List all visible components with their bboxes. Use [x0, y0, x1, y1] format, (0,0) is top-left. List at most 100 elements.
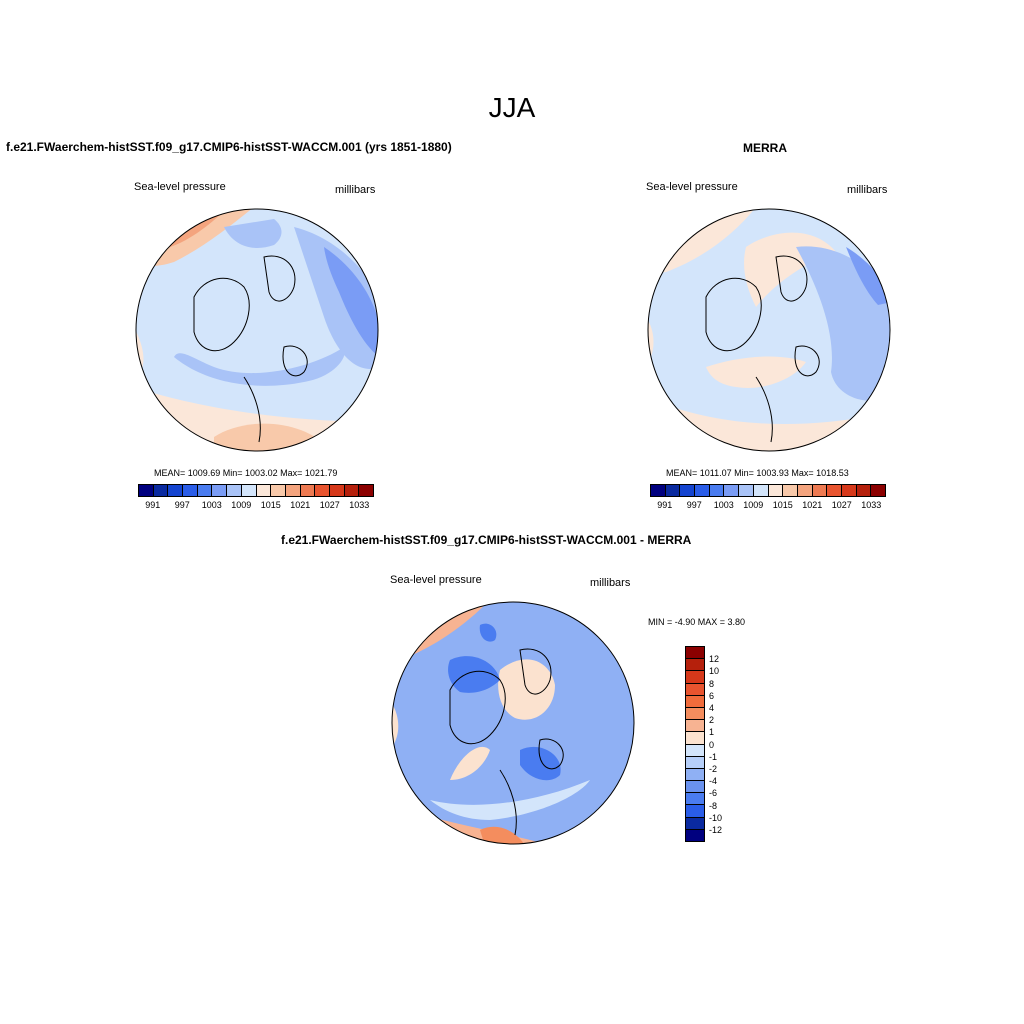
- colorbar-tick-label: 1009: [231, 500, 252, 510]
- colorbar-box: [709, 485, 725, 496]
- panel-2-coastlines: [705, 255, 820, 443]
- colorbar-tick-label: 12: [709, 654, 720, 665]
- panel-2-low-east-core: [846, 247, 890, 305]
- colorbar-box: [285, 485, 301, 496]
- panel-1-map: [135, 208, 379, 452]
- main-title: JJA: [488, 92, 536, 123]
- colorbar-tick-label: 1033: [861, 500, 882, 510]
- panel-1-stats: MEAN= 1009.69 Min= 1003.02 Max= 1021.79: [154, 468, 338, 478]
- colorbar-tick-label: 997: [174, 500, 190, 510]
- colorbar-box: [271, 485, 286, 496]
- colorbar-tick-label: 997: [686, 500, 702, 510]
- colorbar-tick-label: -1: [709, 751, 718, 762]
- panel-3-coastlines: [449, 648, 564, 836]
- colorbar-box: [183, 485, 198, 496]
- colorbar-box: [168, 485, 184, 496]
- colorbar-box: [724, 485, 740, 496]
- panel-1-colorbar-boxes: [138, 484, 374, 497]
- colorbar-tick-label: 10: [709, 666, 720, 677]
- colorbar-box: [153, 485, 169, 496]
- colorbar-box: [753, 485, 769, 496]
- colorbar-tick-label: 1015: [260, 500, 281, 510]
- colorbar-box: [359, 485, 373, 496]
- colorbar-box: [739, 485, 754, 496]
- colorbar-tick-label: 1009: [743, 500, 764, 510]
- colorbar-box: [665, 485, 681, 496]
- panel-3-pos-south-core: [480, 826, 525, 844]
- panel-3-pos-greenland: [450, 746, 490, 780]
- colorbar-box: [812, 485, 828, 496]
- colorbar-tick-label: 1003: [201, 500, 222, 510]
- panel-2-colorbar-boxes: [650, 484, 886, 497]
- colorbar-tick-label: 0: [709, 739, 715, 750]
- panel-1-low-north: [224, 219, 282, 248]
- panel-1-low-south: [174, 347, 345, 386]
- colorbar-box: [212, 485, 228, 496]
- panel-1-variable-label: Sea-level pressure: [134, 181, 226, 193]
- panel-2-high-west: [648, 317, 654, 367]
- colorbar-box: [686, 829, 704, 841]
- colorbar-tick-label: 991: [657, 500, 673, 510]
- panel-3-units-label: millibars: [590, 577, 631, 589]
- colorbar-tick-label: 6: [709, 690, 715, 701]
- colorbar-box: [227, 485, 242, 496]
- colorbar-box: [686, 781, 704, 794]
- colorbar-box: [686, 817, 704, 830]
- colorbar-tick-label: 1003: [713, 500, 734, 510]
- panel-1-map-border: [135, 208, 379, 452]
- panel-3-variable-label: Sea-level pressure: [390, 574, 482, 586]
- colorbar-box: [686, 793, 704, 806]
- colorbar-tick-label: -4: [709, 776, 718, 787]
- colorbar-box: [686, 707, 704, 721]
- panel-1-colorbar-ticks: 991 997 1003 1009 1015 1021 1027 1033: [138, 500, 374, 512]
- colorbar-box: [686, 744, 704, 757]
- colorbar-box: [256, 485, 272, 496]
- panel-1-units-label: millibars: [335, 184, 376, 196]
- colorbar-box: [680, 485, 696, 496]
- panel-1-low-east-core: [324, 247, 378, 357]
- colorbar-tick-label: 1: [709, 727, 715, 738]
- colorbar-box: [856, 485, 872, 496]
- panel-3-map: [391, 601, 635, 845]
- colorbar-box: [686, 805, 704, 818]
- colorbar-tick-label: -2: [709, 764, 718, 774]
- panel-3-colorbar: 12 10 8 6 4 2 1 0 -1 -2 -4 -6 -8 -10 -12: [685, 646, 745, 846]
- colorbar-tick-label: -8: [709, 800, 718, 811]
- colorbar-box: [651, 485, 666, 496]
- colorbar-box: [841, 485, 857, 496]
- colorbar-box: [315, 485, 330, 496]
- colorbar-box: [686, 671, 704, 684]
- colorbar-box: [686, 695, 704, 708]
- panel-2-map-border: [647, 208, 891, 452]
- colorbar-box: [783, 485, 798, 496]
- colorbar-tick-label: 1033: [349, 500, 370, 510]
- panel-3-near-zero-south: [430, 780, 590, 820]
- colorbar-box: [329, 485, 345, 496]
- panel-2-colorbar-ticks: 991 997 1003 1009 1015 1021 1027 1033: [650, 500, 886, 512]
- panel-2-stats: MEAN= 1011.07 Min= 1003.93 Max= 1018.53: [666, 468, 849, 478]
- panel-3-neg-west: [448, 656, 500, 693]
- panel-1-coastlines: [193, 255, 308, 443]
- colorbar-box: [300, 485, 316, 496]
- panel-3-stats: MIN = -4.90 MAX = 3.80: [648, 617, 746, 627]
- colorbar-box: [139, 485, 154, 496]
- colorbar-tick-label: 2: [709, 715, 715, 726]
- colorbar-tick-label: 1027: [831, 500, 852, 510]
- panel-1-title: f.e21.FWaerchem-histSST.f09_g17.CMIP6-hi…: [6, 140, 452, 154]
- colorbar-box: [686, 768, 704, 782]
- panel-3-neg-south: [520, 746, 561, 781]
- panel-3-map-border: [391, 601, 635, 845]
- colorbar-box: [686, 659, 704, 672]
- colorbar-box: [827, 485, 842, 496]
- colorbar-tick-label: 1015: [772, 500, 793, 510]
- colorbar-box: [686, 756, 704, 769]
- colorbar-tick-label: 4: [709, 703, 715, 713]
- colorbar-box: [686, 647, 704, 660]
- panel-2-title: MERRA: [743, 141, 787, 155]
- panel-1-colorbar: 991 997 1003 1009 1015 1021 1027 1033: [138, 484, 374, 512]
- colorbar-box: [197, 485, 213, 496]
- panel-2-units-label: millibars: [847, 184, 888, 196]
- panel-2-map: [647, 208, 891, 452]
- colorbar-box: [241, 485, 257, 496]
- panel-1-low-east: [294, 227, 378, 369]
